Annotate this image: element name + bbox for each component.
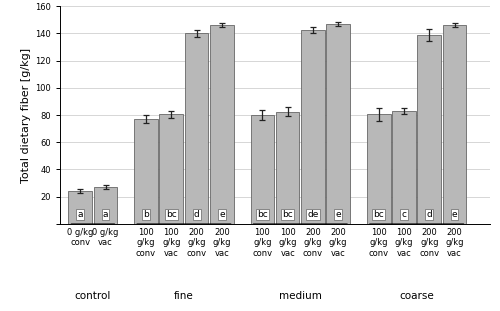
Text: de: de	[308, 210, 318, 219]
Text: medium: medium	[279, 291, 322, 301]
Bar	[134, 119, 158, 224]
Text: c: c	[402, 210, 406, 219]
Bar	[443, 25, 466, 224]
Bar	[250, 115, 274, 224]
Bar	[210, 25, 234, 224]
Text: b: b	[143, 210, 149, 219]
Bar	[326, 24, 350, 224]
Bar	[185, 34, 208, 224]
Y-axis label: Total dietary fiber [g/kg]: Total dietary fiber [g/kg]	[21, 48, 31, 183]
Text: fine: fine	[174, 291, 194, 301]
Bar	[276, 112, 299, 224]
Bar	[367, 114, 390, 224]
Text: e: e	[219, 210, 224, 219]
Text: bc: bc	[257, 210, 268, 219]
Text: d: d	[194, 210, 200, 219]
Text: a: a	[78, 210, 83, 219]
Text: d: d	[426, 210, 432, 219]
Text: bc: bc	[374, 210, 384, 219]
Text: e: e	[336, 210, 341, 219]
Bar	[94, 187, 118, 224]
Bar	[301, 30, 324, 224]
Text: bc: bc	[166, 210, 176, 219]
Bar	[160, 114, 183, 224]
Bar	[418, 35, 441, 224]
Bar	[68, 191, 92, 224]
Text: control: control	[74, 291, 111, 301]
Text: a: a	[103, 210, 108, 219]
Text: e: e	[452, 210, 458, 219]
Text: coarse: coarse	[400, 291, 434, 301]
Text: bc: bc	[282, 210, 293, 219]
Bar	[392, 111, 416, 224]
